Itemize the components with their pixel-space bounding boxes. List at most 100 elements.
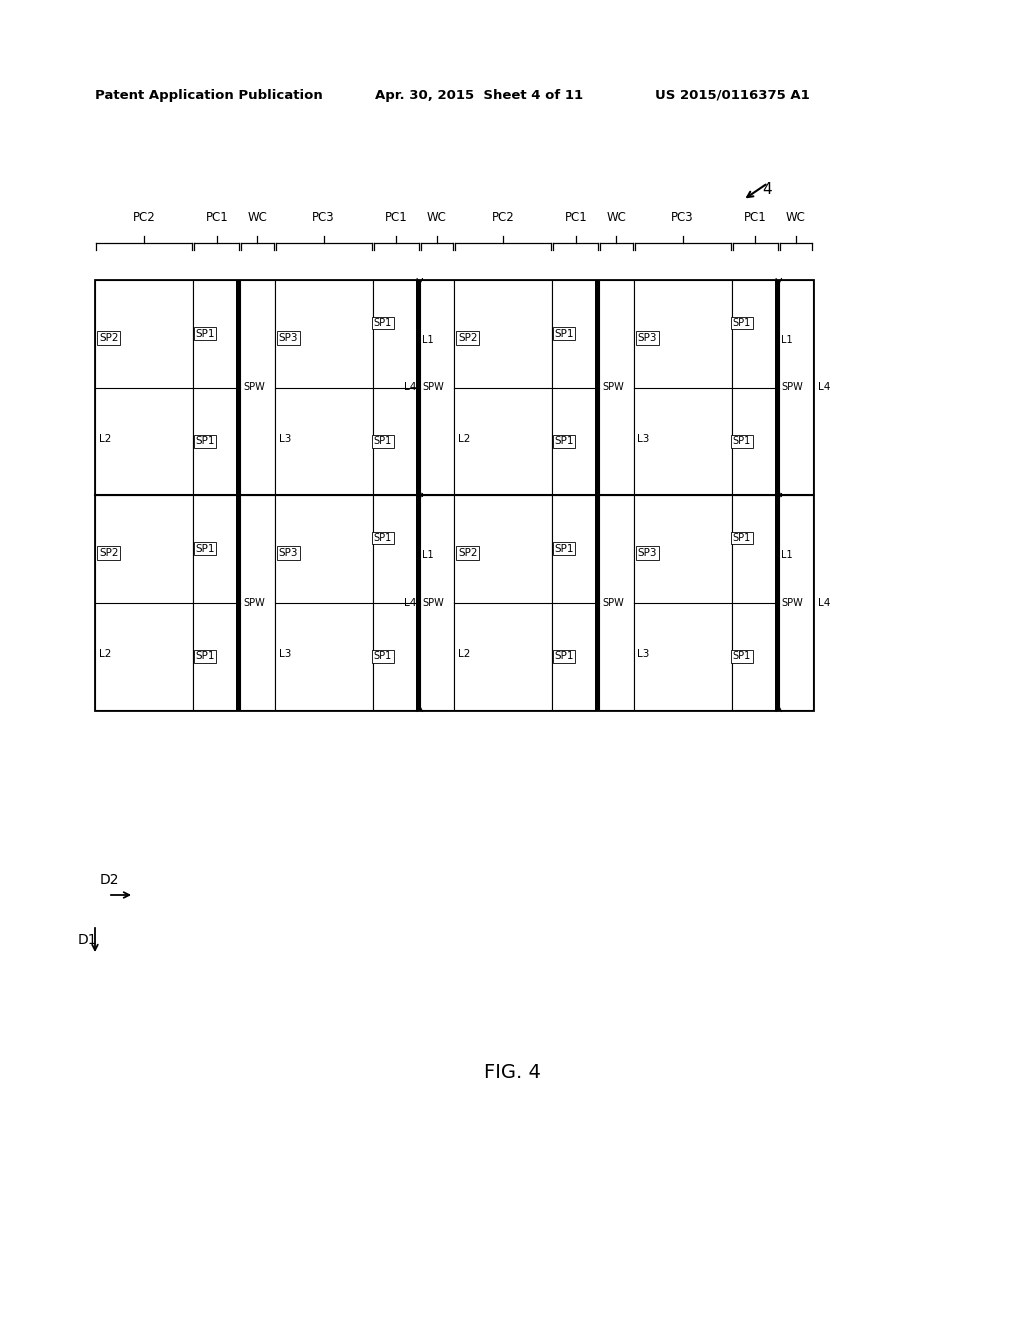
Text: SPW: SPW xyxy=(602,383,624,392)
Text: WC: WC xyxy=(606,211,627,224)
Bar xyxy=(552,495,599,710)
Bar xyxy=(634,280,732,495)
Text: L4: L4 xyxy=(403,383,416,392)
Text: WC: WC xyxy=(786,211,806,224)
Bar xyxy=(420,280,454,495)
Bar xyxy=(732,495,779,710)
Text: L3: L3 xyxy=(638,649,650,659)
Bar xyxy=(241,495,274,710)
Bar xyxy=(732,280,779,495)
Text: L1: L1 xyxy=(422,550,433,560)
Bar xyxy=(454,280,552,495)
Text: L2: L2 xyxy=(99,649,112,659)
Bar xyxy=(599,495,634,710)
Bar xyxy=(634,495,732,710)
Text: SP1: SP1 xyxy=(733,436,751,446)
Bar xyxy=(599,280,634,495)
Text: SP1: SP1 xyxy=(733,651,751,661)
Bar xyxy=(194,280,241,495)
Text: L2: L2 xyxy=(458,649,470,659)
Text: FIG. 4: FIG. 4 xyxy=(483,1063,541,1081)
Bar xyxy=(552,495,599,710)
Bar xyxy=(241,280,274,495)
Bar xyxy=(454,280,552,495)
Text: SP1: SP1 xyxy=(374,318,392,327)
Text: D1: D1 xyxy=(78,933,97,946)
Text: SP1: SP1 xyxy=(554,436,573,446)
Bar xyxy=(95,280,194,495)
Bar xyxy=(373,495,420,710)
Text: SPW: SPW xyxy=(423,383,444,392)
Text: SP1: SP1 xyxy=(196,651,215,661)
Text: SP1: SP1 xyxy=(554,651,573,661)
Bar xyxy=(775,280,779,495)
Text: PC1: PC1 xyxy=(743,211,767,224)
Bar xyxy=(552,280,599,495)
Text: SPW: SPW xyxy=(244,598,265,607)
Text: SPW: SPW xyxy=(244,383,265,392)
Bar xyxy=(454,495,552,710)
Bar xyxy=(732,280,779,495)
Text: SP1: SP1 xyxy=(554,544,573,554)
Text: PC3: PC3 xyxy=(672,211,694,224)
Bar xyxy=(237,280,241,495)
Text: L1: L1 xyxy=(781,335,793,346)
Text: Apr. 30, 2015  Sheet 4 of 11: Apr. 30, 2015 Sheet 4 of 11 xyxy=(375,88,583,102)
Text: SP2: SP2 xyxy=(99,548,119,558)
Text: L1: L1 xyxy=(781,550,793,560)
Text: SP3: SP3 xyxy=(279,548,298,558)
Text: L4: L4 xyxy=(403,598,416,607)
Bar xyxy=(779,495,813,710)
Text: PC1: PC1 xyxy=(206,211,228,224)
Text: SP1: SP1 xyxy=(374,436,392,446)
Text: L4: L4 xyxy=(818,598,830,607)
Bar xyxy=(373,280,420,495)
Text: US 2015/0116375 A1: US 2015/0116375 A1 xyxy=(655,88,810,102)
Text: WC: WC xyxy=(248,211,267,224)
Bar xyxy=(779,280,813,495)
Text: D2: D2 xyxy=(100,873,120,887)
Text: SP1: SP1 xyxy=(374,651,392,661)
Bar xyxy=(194,495,241,710)
Text: L4: L4 xyxy=(818,383,830,392)
Bar xyxy=(634,495,732,710)
Text: SPW: SPW xyxy=(423,598,444,607)
Bar xyxy=(373,280,420,495)
Text: PC3: PC3 xyxy=(312,211,335,224)
Bar xyxy=(95,280,813,710)
Text: SP1: SP1 xyxy=(196,329,215,339)
Bar xyxy=(274,495,373,710)
Bar xyxy=(732,495,779,710)
Bar xyxy=(373,495,420,710)
Text: SP3: SP3 xyxy=(638,548,657,558)
Text: SP1: SP1 xyxy=(733,533,751,543)
Text: Patent Application Publication: Patent Application Publication xyxy=(95,88,323,102)
Bar xyxy=(95,280,194,495)
Bar xyxy=(595,495,599,710)
Text: SP1: SP1 xyxy=(196,544,215,554)
Bar xyxy=(595,280,599,495)
Text: PC2: PC2 xyxy=(492,211,514,224)
Text: PC1: PC1 xyxy=(385,211,408,224)
Text: SP3: SP3 xyxy=(638,333,657,343)
Bar xyxy=(95,495,194,710)
Text: SP1: SP1 xyxy=(374,533,392,543)
Bar xyxy=(420,495,454,710)
Text: PC2: PC2 xyxy=(133,211,156,224)
Text: SPW: SPW xyxy=(602,598,624,607)
Bar xyxy=(552,280,599,495)
Bar xyxy=(274,280,373,495)
Text: SP1: SP1 xyxy=(196,436,215,446)
Text: L3: L3 xyxy=(279,649,291,659)
Text: SP2: SP2 xyxy=(458,548,477,558)
Text: SP2: SP2 xyxy=(458,333,477,343)
Text: SP3: SP3 xyxy=(279,333,298,343)
Text: L3: L3 xyxy=(638,434,650,444)
Bar xyxy=(454,495,552,710)
Bar xyxy=(416,495,420,710)
Text: SPW: SPW xyxy=(781,598,804,607)
Text: SP1: SP1 xyxy=(554,329,573,339)
Bar xyxy=(775,495,779,710)
Text: L2: L2 xyxy=(458,434,470,444)
Text: SPW: SPW xyxy=(781,383,804,392)
